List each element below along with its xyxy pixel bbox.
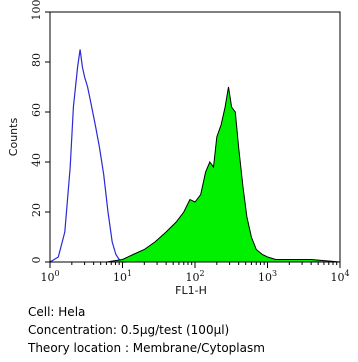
y-tick-label-5: 100	[30, 0, 43, 21]
x-tick-label-2: 102	[185, 269, 204, 284]
histogram-chart: 0 20 40 60 80 100 100 101 102 103 104 FL1-H Counts	[7, 0, 350, 297]
y-axis-title: Counts	[7, 118, 20, 157]
x-axis-title: FL1-H	[175, 284, 207, 297]
histogram-outline-series-0	[49, 49, 126, 263]
x-tick-label-3: 103	[258, 269, 277, 284]
concentration-label: Concentration: 0.5μg/test (100μl)	[28, 323, 230, 337]
theory-location-label: Theory location : Membrane/Cytoplasm	[28, 341, 265, 355]
y-tick-label-3: 60	[30, 103, 43, 117]
y-tick-label-4: 80	[30, 53, 43, 67]
x-tick-label-0: 100	[40, 269, 59, 284]
histogram-filled-series-1	[106, 86, 341, 263]
y-tick-label-2: 40	[30, 153, 43, 167]
y-tick-label-0: 0	[30, 257, 43, 264]
x-tick-label-1: 101	[113, 269, 132, 284]
cell-line-label: Cell: Hela	[28, 305, 86, 319]
x-tick-label-4: 104	[330, 269, 349, 284]
y-tick-label-1: 20	[30, 203, 43, 217]
